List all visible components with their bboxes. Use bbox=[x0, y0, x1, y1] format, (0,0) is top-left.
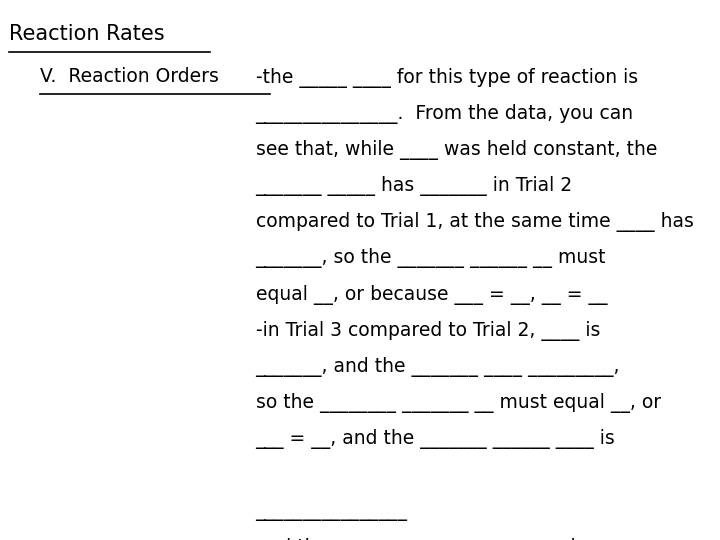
Text: _______ _____ has _______ in Trial 2: _______ _____ has _______ in Trial 2 bbox=[256, 176, 572, 196]
Text: equal __, or because ___ = __, __ = __: equal __, or because ___ = __, __ = __ bbox=[256, 285, 607, 305]
Text: _______________.  From the data, you can: _______________. From the data, you can bbox=[256, 104, 634, 124]
Text: compared to Trial 1, at the same time ____ has: compared to Trial 1, at the same time __… bbox=[256, 212, 693, 232]
Text: ________________: ________________ bbox=[256, 502, 408, 521]
Text: so the ________ _______ __ must equal __, or: so the ________ _______ __ must equal __… bbox=[256, 393, 661, 413]
Text: ___ = __, and the _______ ______ ____ is: ___ = __, and the _______ ______ ____ is bbox=[256, 429, 616, 449]
Text: _______, so the _______ ______ __ must: _______, so the _______ ______ __ must bbox=[256, 248, 606, 268]
Text: and the _______ _________ _______ is ______: and the _______ _________ _______ is ___… bbox=[256, 538, 648, 540]
Text: _______, and the _______ ____ _________,: _______, and the _______ ____ _________, bbox=[256, 357, 620, 377]
Text: see that, while ____ was held constant, the: see that, while ____ was held constant, … bbox=[256, 140, 657, 160]
Text: -the _____ ____ for this type of reaction is: -the _____ ____ for this type of reactio… bbox=[256, 68, 638, 87]
Text: Reaction Rates: Reaction Rates bbox=[9, 24, 165, 44]
Text: -in Trial 3 compared to Trial 2, ____ is: -in Trial 3 compared to Trial 2, ____ is bbox=[256, 321, 600, 341]
Text: V.  Reaction Orders: V. Reaction Orders bbox=[40, 68, 218, 86]
